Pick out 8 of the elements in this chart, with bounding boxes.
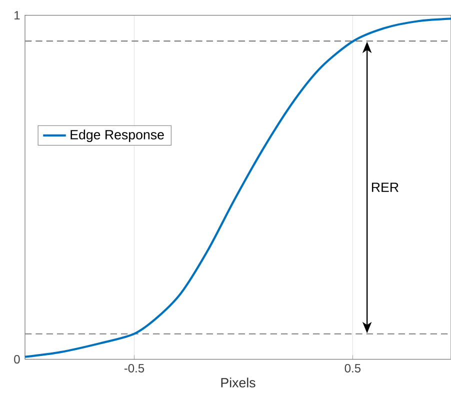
legend-label: Edge Response <box>70 130 164 142</box>
y-tick-label: 0 <box>14 355 20 364</box>
y-tick-label: 1 <box>14 11 20 20</box>
x-axis-title: Pixels <box>221 378 256 388</box>
x-tick-label: 0.5 <box>344 364 361 372</box>
annotation: RER <box>372 182 398 192</box>
x-tick-label: -0.5 <box>124 364 144 372</box>
line-series <box>24 18 451 358</box>
